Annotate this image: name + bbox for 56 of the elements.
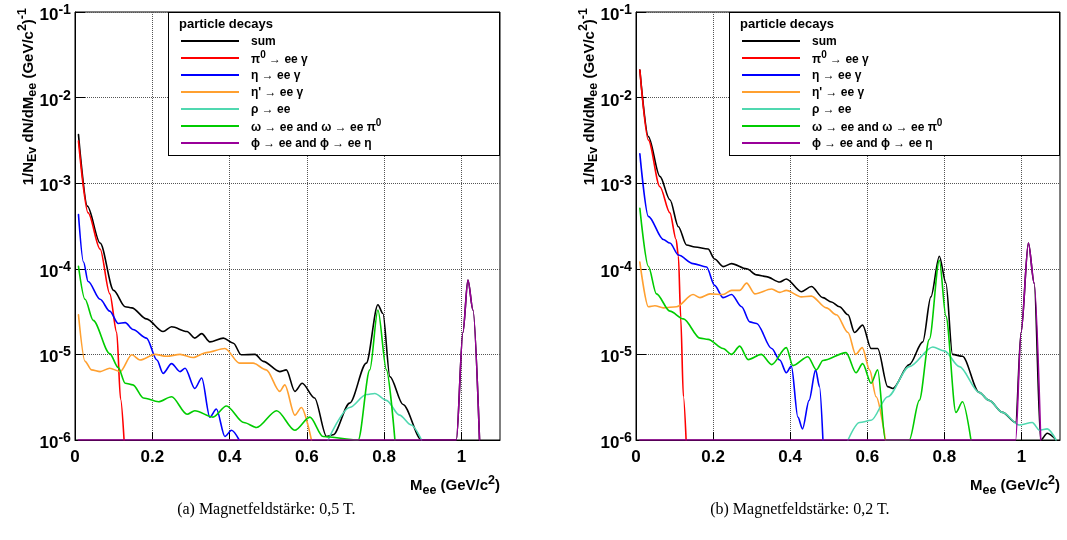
legend-label: η → ee γ [251, 67, 301, 82]
text: (a) Magnetfeldstärke: 0,5 T. [177, 499, 356, 518]
x-tick-label: 0.4 [217, 447, 242, 466]
x-tick-label: 0.2 [140, 447, 165, 466]
legend-label: ϕ → ee and ϕ → ee η [251, 135, 372, 150]
x-axis-title: M$_{ee}$ (GeV/c$^{2}$) [969, 472, 1060, 499]
line-series [77, 314, 313, 441]
line-series [327, 392, 423, 441]
legend-title: particle decays [179, 16, 274, 32]
x-tick-label: 1 [456, 447, 467, 466]
x-tick-label: 0.4 [778, 447, 803, 466]
y-tick-label: 10$^{-2}$ [39, 85, 71, 111]
x-tick-label: 0.6 [295, 447, 319, 466]
line-series [639, 207, 972, 441]
y-tick-label: 10$^{-3}$ [39, 170, 71, 197]
line-series [639, 153, 824, 441]
y-tick-label: 10$^{-2}$ [600, 85, 632, 111]
legend-label: ω → ee and ω → ee π$^{0}$ [812, 117, 943, 134]
y-tick-label: 10$^{-1}$ [600, 0, 632, 26]
y-tick-label: 10$^{-6}$ [600, 427, 632, 454]
legend-label: η' → ee γ [251, 84, 304, 99]
legend-label: sum [812, 33, 837, 48]
y-tick-label: 10$^{-5}$ [600, 342, 632, 368]
y-tick-label: 10$^{-6}$ [39, 427, 71, 454]
text: (b) Magnetfeldstärke: 0,2 T. [710, 499, 890, 518]
x-tick-label: 0.2 [701, 447, 725, 466]
line-series [639, 69, 687, 441]
y-tick-label: 10$^{-5}$ [39, 342, 71, 368]
line-series [847, 346, 1057, 441]
line-series [77, 213, 240, 441]
legend-label: π$^{0}$ → ee γ [812, 49, 869, 66]
line-series [77, 265, 396, 441]
legend-label: η' → ee γ [812, 84, 865, 99]
x-tick-label: 0 [70, 447, 80, 466]
legend-label: ρ → ee [251, 101, 291, 116]
legend-label: ρ → ee [812, 101, 852, 116]
y-tick-label: 10$^{-1}$ [39, 0, 71, 26]
line-series [639, 242, 1042, 441]
y-tick-label: 10$^{-4}$ [600, 256, 632, 283]
legend-label: sum [251, 33, 276, 48]
legend-label: η → ee γ [812, 67, 862, 82]
x-tick-label: 0.8 [932, 447, 957, 466]
y-tick-label: 10$^{-4}$ [39, 256, 71, 283]
line-series [77, 279, 481, 441]
legend-label: π$^{0}$ → ee γ [251, 49, 308, 66]
legend-title: particle decays [740, 16, 835, 32]
x-tick-label: 0.8 [372, 447, 396, 466]
line-series [77, 140, 125, 441]
x-tick-label: 0 [631, 447, 641, 466]
x-tick-label: 0.6 [855, 447, 880, 466]
legend-label: ϕ → ee and ϕ → ee η [812, 135, 933, 150]
x-axis-title: M$_{ee}$ (GeV/c$^{2}$) [409, 472, 500, 499]
line-series [639, 261, 887, 441]
x-tick-label: 1 [1016, 447, 1027, 466]
y-tick-label: 10$^{-3}$ [600, 170, 632, 197]
legend-label: ω → ee and ω → ee π$^{0}$ [251, 117, 382, 134]
